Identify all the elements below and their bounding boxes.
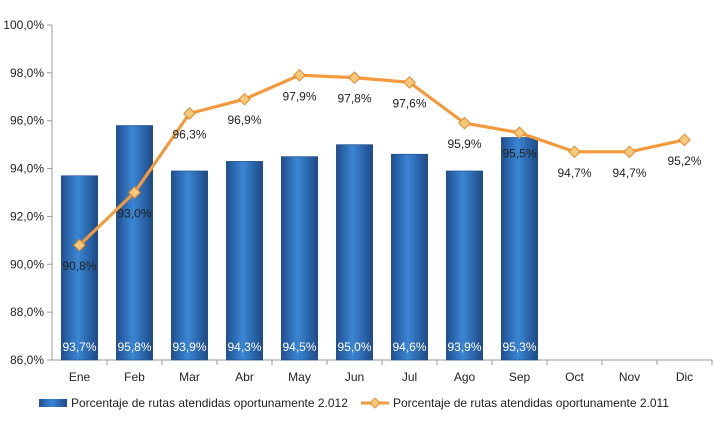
line-value-label: 96,9%	[227, 113, 261, 127]
bar-value-label: 94,3%	[227, 340, 261, 354]
bar	[336, 144, 373, 361]
bar	[171, 170, 208, 361]
line-value-label: 94,7%	[612, 166, 646, 180]
legend-label-line: Porcentaje de rutas atendidas oportuname…	[393, 396, 669, 410]
bar-series	[61, 125, 538, 361]
x-tick-label: Jun	[345, 370, 364, 384]
x-tick-label: Ene	[69, 370, 91, 384]
bar	[61, 175, 98, 361]
line-value-label: 96,3%	[172, 128, 206, 142]
line-series	[73, 68, 691, 252]
line-value-label: 95,2%	[667, 154, 701, 168]
y-tick-label: 90,0%	[10, 257, 44, 271]
series-line	[78, 73, 685, 247]
bar-value-label: 94,6%	[392, 340, 426, 354]
line-value-label: 97,8%	[337, 92, 371, 106]
x-tick-label: Dic	[676, 370, 693, 384]
bar-value-label: 95,8%	[117, 340, 151, 354]
x-tick-label: Feb	[124, 370, 145, 384]
x-tick-label: Oct	[565, 370, 584, 384]
bar	[281, 156, 318, 361]
bar-value-label: 95,3%	[502, 340, 536, 354]
axes: 86,0% 88,0% 90,0% 92,0% 94,0% 96,0% 98,0% 100,0…	[3, 18, 713, 384]
line-point	[183, 107, 196, 120]
line-value-label: 94,7%	[557, 166, 591, 180]
bar	[391, 153, 428, 361]
y-tick-label: 86,0%	[10, 353, 44, 367]
line-point	[623, 145, 636, 159]
x-tick-label: Mar	[179, 370, 200, 384]
bar	[446, 170, 483, 361]
line-point	[348, 71, 361, 85]
bar-value-label: 93,7%	[62, 340, 96, 354]
line-value-label: 90,8%	[62, 259, 96, 273]
legend-marker-line	[369, 397, 381, 409]
line-value-label: 97,9%	[282, 89, 316, 103]
x-tick-label: Nov	[619, 370, 640, 384]
bar-value-label: 93,9%	[172, 340, 206, 354]
line-point	[678, 133, 691, 147]
data-labels: 93,7% 95,8% 93,9% 94,3% 94,5% 95,0% 94,6% 93,9%…	[62, 89, 701, 354]
line-point	[458, 116, 471, 130]
y-tick-label: 88,0%	[10, 305, 44, 319]
line-value-label: 95,9%	[447, 137, 481, 151]
bar	[116, 125, 153, 361]
x-tick-label: Sep	[509, 370, 531, 384]
y-tick-label: 100,0%	[3, 18, 44, 32]
bar-value-label: 94,5%	[282, 340, 316, 354]
line-value-label: 97,6%	[392, 96, 426, 110]
y-tick-label: 98,0%	[10, 66, 44, 80]
x-tick-label: Abr	[235, 370, 254, 384]
line-point	[513, 126, 526, 140]
line-point	[73, 238, 86, 252]
bar-value-label: 93,9%	[447, 340, 481, 354]
legend: Porcentaje de rutas atendidas oportuname…	[39, 396, 669, 410]
bar-value-label: 95,0%	[337, 340, 371, 354]
line-point	[403, 76, 416, 89]
x-tick-label: Jul	[402, 370, 417, 384]
y-tick-label: 94,0%	[10, 162, 44, 176]
bar	[501, 137, 538, 361]
line-point	[238, 92, 251, 106]
legend-label-bars: Porcentaje de rutas atendidas oportuname…	[71, 396, 348, 410]
legend-swatch-bars	[39, 399, 67, 407]
bar	[226, 161, 263, 361]
line-value-label: 93,0%	[117, 207, 151, 221]
x-tick-label: Ago	[454, 370, 476, 384]
line-point	[568, 145, 581, 159]
line-point	[128, 186, 141, 199]
y-tick-label: 92,0%	[10, 209, 44, 223]
y-tick-label: 96,0%	[10, 114, 44, 128]
line-value-label: 95,5%	[502, 147, 536, 161]
line-point	[293, 68, 306, 82]
x-tick-label: May	[288, 370, 311, 384]
